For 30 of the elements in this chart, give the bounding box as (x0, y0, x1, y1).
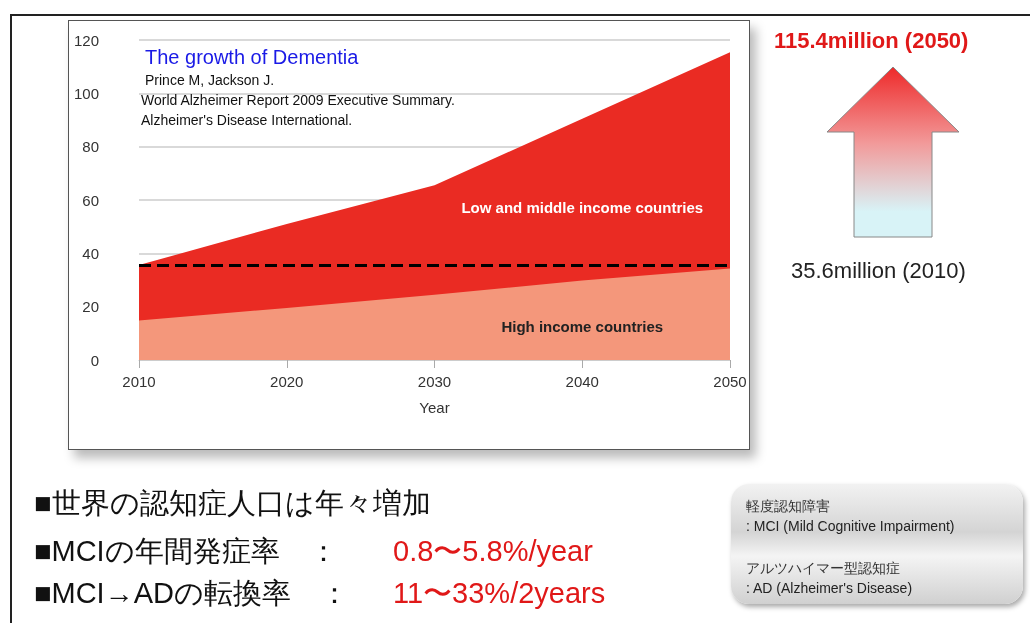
text: ■世界の認知症人口は年々増加 (34, 486, 431, 521)
text: 115.4million (2050) (774, 28, 969, 54)
text: ■MCIの年間発症率 ： (34, 534, 338, 569)
series-label: Low and middle income countries (461, 199, 704, 217)
x-tick-label: 2040 (565, 373, 599, 390)
x-tick-label: 2050 (713, 373, 747, 390)
annotation: Alzheimer's Disease International. (141, 112, 353, 128)
annotation: World Alzheimer Report 2009 Executive Summary. (141, 92, 455, 108)
text: 軽度認知障害 (746, 498, 830, 516)
x-axis-title: Year (419, 399, 450, 416)
text: 11〜33%/2years (393, 576, 606, 611)
text: 0.8〜5.8%/year (393, 534, 593, 569)
text: Prince M, Jackson J. (145, 72, 275, 88)
y-tick-label: 60 (82, 191, 99, 209)
text: 35.6million (2010) (791, 258, 966, 284)
x-tick-label: 2020 (270, 373, 304, 390)
text: : MCI (Mild Cognitive Impairment) (746, 518, 955, 534)
y-tick-label: 120 (73, 31, 99, 49)
x-tick-label: 2010 (122, 373, 156, 390)
text: アルツハイマー型認知症 (746, 560, 900, 578)
x-tick-label: 2030 (417, 373, 452, 390)
y-tick-label: 20 (82, 298, 99, 316)
y-tick-label: 40 (82, 244, 99, 262)
y-tick-label: 80 (82, 138, 99, 156)
text: ■MCI→ADの転換率 ： (34, 576, 349, 611)
y-tick-label: 0 (90, 351, 99, 369)
text: : AD (Alzheimer's Disease) (746, 580, 913, 596)
series-label: High income countries (501, 317, 664, 335)
chart-title: The growth of Dementia (145, 46, 360, 68)
y-tick-label: 100 (73, 84, 99, 102)
